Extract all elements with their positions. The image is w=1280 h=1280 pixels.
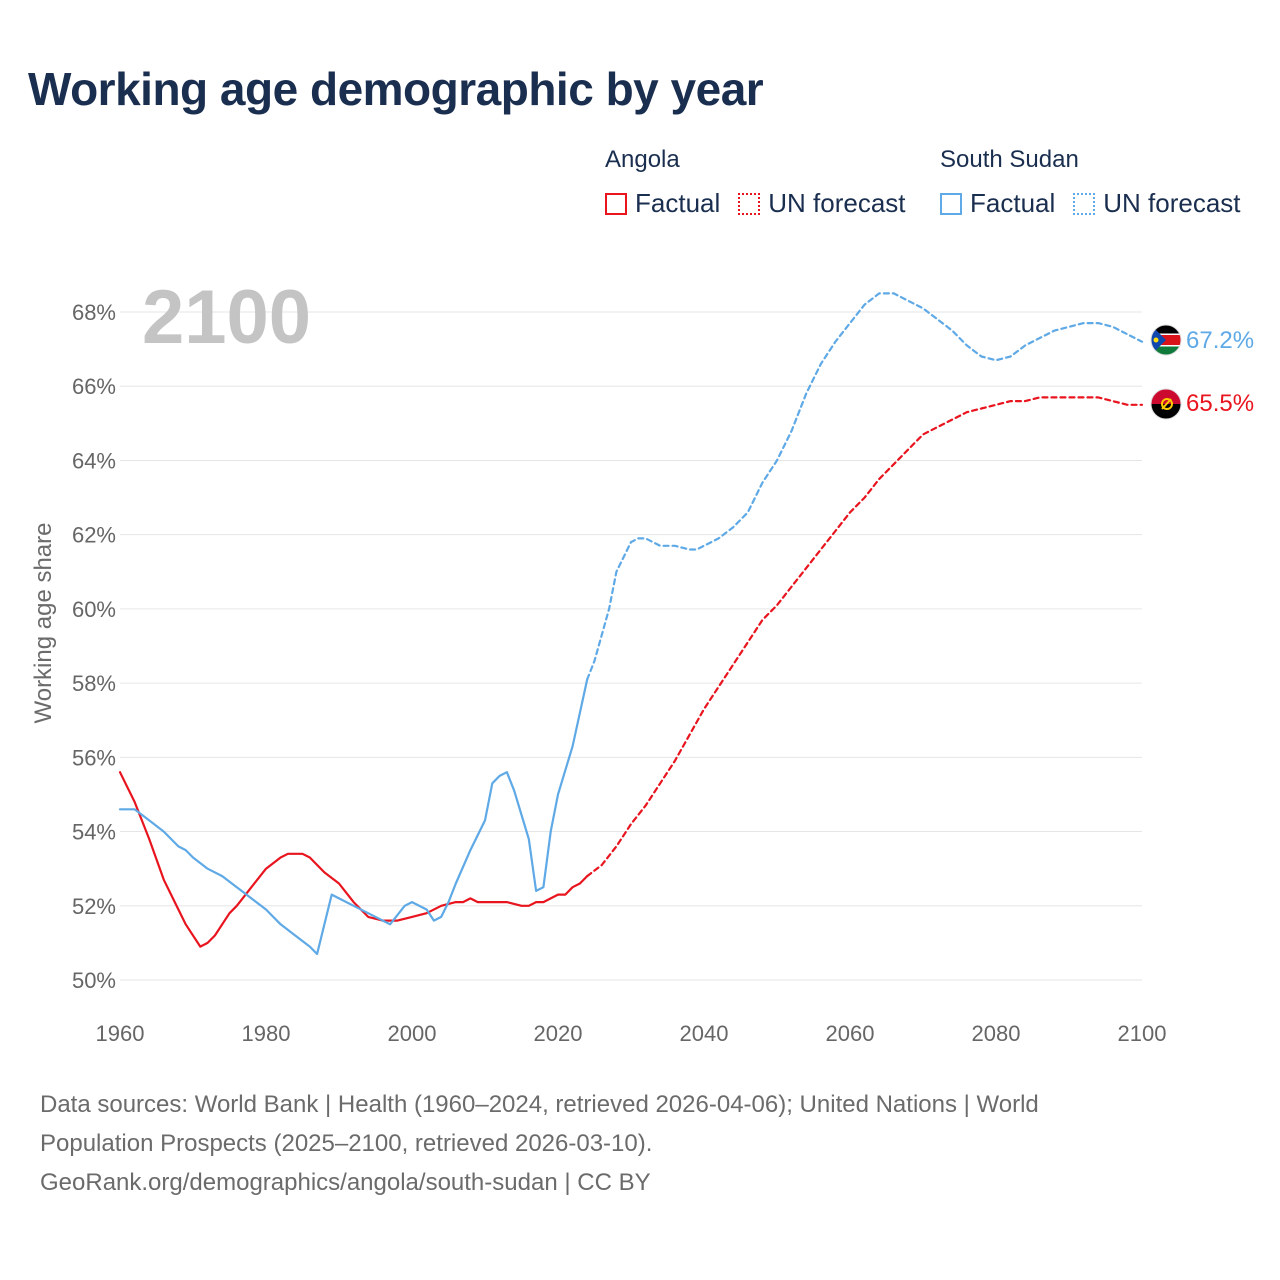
y-tick-label: 58% xyxy=(72,671,116,696)
angola-flag-icon xyxy=(1151,389,1181,419)
legend-swatch-dotted xyxy=(1073,192,1096,215)
x-tick-label: 1980 xyxy=(242,1021,291,1046)
x-tick-label: 2060 xyxy=(826,1021,875,1046)
end-label-angola: 65.5% xyxy=(1186,390,1254,417)
legend-country-angola: Angola xyxy=(605,146,680,173)
y-tick-label: 52% xyxy=(72,894,116,919)
series-line-angola-factual xyxy=(118,771,589,948)
end-label-south-sudan: 67.2% xyxy=(1186,327,1254,354)
series-line-angola-forecast xyxy=(586,396,1144,878)
footer-link[interactable]: GeoRank.org/demographics/angola/south-su… xyxy=(40,1169,651,1196)
legend-label: Factual xyxy=(635,188,721,218)
legend-south-sudan-factual[interactable]: Factual xyxy=(940,188,1055,219)
y-tick-label: 60% xyxy=(72,597,116,622)
x-axis-ticks: 1960 1980 2000 2020 2040 2060 2080 2100 xyxy=(96,1021,1167,1046)
series-lines xyxy=(118,292,1144,956)
legend-label: UN forecast xyxy=(1103,188,1241,218)
y-tick-label: 68% xyxy=(72,300,116,325)
chart-title: Working age demographic by year xyxy=(28,63,764,115)
legend-angola-forecast[interactable]: UN forecast xyxy=(738,188,906,219)
legend-swatch-solid xyxy=(605,192,627,215)
legend-south-sudan: South Sudan Factual UN forecast xyxy=(940,146,1241,219)
x-tick-label: 2100 xyxy=(1118,1021,1167,1046)
y-axis-ticks: 50% 52% 54% 56% 58% 60% 62% 64% 66% 68% xyxy=(72,300,116,993)
y-tick-label: 54% xyxy=(72,820,116,845)
legend-swatch-solid xyxy=(940,192,962,215)
x-tick-label: 2040 xyxy=(680,1021,729,1046)
legend-label: UN forecast xyxy=(768,188,906,218)
series-line-south-sudan-factual xyxy=(118,678,589,956)
y-tick-label: 64% xyxy=(72,448,116,473)
legend-south-sudan-forecast[interactable]: UN forecast xyxy=(1073,188,1241,219)
y-tick-label: 56% xyxy=(72,745,116,770)
x-tick-label: 1960 xyxy=(96,1021,145,1046)
end-marker-south-sudan: 67.2% xyxy=(1150,324,1254,356)
legend-country-south-sudan: South Sudan xyxy=(940,146,1079,173)
year-watermark: 2100 xyxy=(142,275,311,360)
series-line-south-sudan-forecast xyxy=(586,292,1144,681)
y-tick-label: 66% xyxy=(72,374,116,399)
legend-angola-factual[interactable]: Factual xyxy=(605,188,720,219)
line-chart: 2100 50% 52% 54% 56% 58% 60% 62% 64% 66% 68% 1960… xyxy=(30,275,1254,1046)
y-tick-label: 62% xyxy=(72,523,116,548)
end-marker-angola: 65.5% xyxy=(1150,388,1254,420)
footer-sources: Data sources: World Bank | Health (1960–… xyxy=(40,1085,1150,1202)
south-sudan-flag-icon xyxy=(1151,325,1181,355)
footer-line: Population Prospects (2025–2100, retriev… xyxy=(40,1130,653,1157)
y-tick-label: 50% xyxy=(72,968,116,993)
gridlines xyxy=(120,311,1142,981)
y-axis-label: Working age share xyxy=(30,523,57,724)
x-tick-label: 2000 xyxy=(388,1021,437,1046)
legend-swatch-dotted xyxy=(738,192,761,215)
x-tick-label: 2020 xyxy=(534,1021,583,1046)
footer-line: Data sources: World Bank | Health (1960–… xyxy=(40,1091,1039,1118)
x-tick-label: 2080 xyxy=(972,1021,1021,1046)
legend-angola: Angola Factual UN forecast xyxy=(605,146,924,219)
legend-label: Factual xyxy=(970,188,1056,218)
